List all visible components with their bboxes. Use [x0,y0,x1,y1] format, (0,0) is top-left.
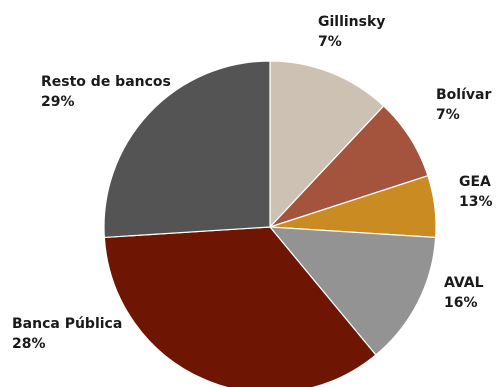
slice-value-bolivar: 7% [436,107,460,123]
slice-label-gillinsky: Gillinsky [318,14,385,30]
slice-value-gea: 13% [459,194,493,210]
slice-label-bolivar: Bolívar [436,87,491,103]
slice-label-resto-de-bancos: Resto de bancos [41,74,171,90]
slice-value-resto-de-bancos: 29% [41,94,75,110]
slice-label-aval: AVAL [444,275,484,291]
slice-value-gillinsky: 7% [318,34,342,50]
slice-value-banca-publica: 28% [12,336,46,352]
pie-slice-aval [268,226,437,356]
pie-slice-gillinsky [269,60,385,229]
slice-value-aval: 16% [444,295,478,311]
slice-label-banca-publica: Banca Pública [12,316,122,332]
pie-labels: Gillinsky 7% Bolívar 7% GEA 13% AVAL 16% Banca P… [12,14,493,352]
slice-label-gea: GEA [459,174,491,190]
pie-slice-resto-de-bancos [103,60,271,239]
pie-slice-banca-publica [103,226,377,387]
pie-slices [103,60,437,387]
